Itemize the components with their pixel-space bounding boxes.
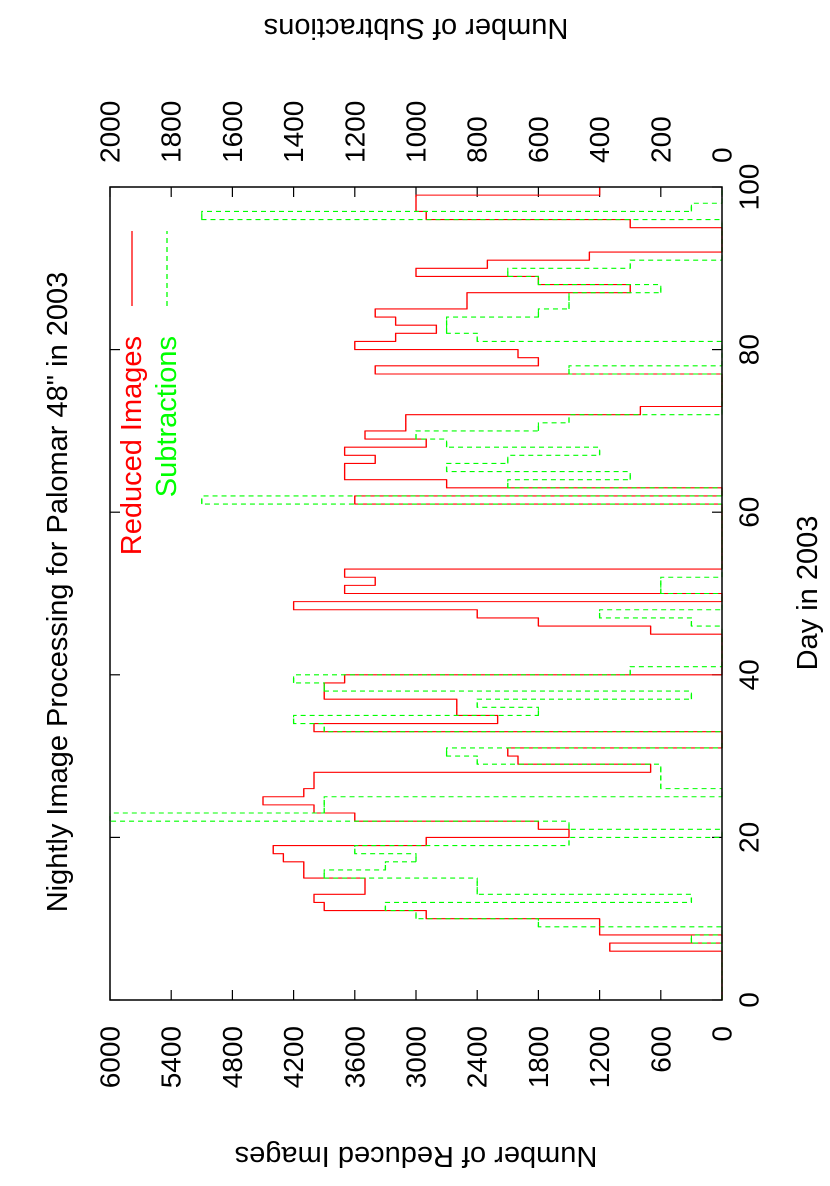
x-tick-label: 40 [734, 659, 765, 690]
x-tick-label: 80 [734, 334, 765, 365]
y-axis-label: Number of Reduced Images [235, 1140, 598, 1172]
y-tick-label: 2400 [462, 1026, 493, 1088]
x-tick-label: 60 [734, 497, 765, 528]
y-tick-label: 0 [707, 1026, 738, 1042]
y-tick-label: 1800 [523, 1026, 554, 1088]
y-tick-label: 1200 [584, 1026, 615, 1088]
legend-label: Reduced Images [116, 336, 148, 555]
legend-label: Subtractions [151, 336, 183, 497]
x-axis-label: Day in 2003 [792, 516, 824, 671]
y2-tick-label: 1400 [278, 101, 309, 163]
step-outline [262, 187, 723, 1000]
y2-tick-label: 1600 [217, 101, 248, 163]
y-tick-label: 3000 [401, 1026, 432, 1088]
y-tick-label: 4800 [217, 1026, 248, 1088]
chart-title: Nightly Image Processing for Palomar 48"… [42, 272, 74, 913]
y2-tick-label: 1200 [339, 101, 370, 163]
plot-group: Nightly Image Processing for Palomar 48"… [42, 12, 824, 1172]
y-tick-label: 3600 [339, 1026, 370, 1088]
x-tick-label: 100 [734, 164, 765, 211]
step-outline [109, 187, 723, 1000]
y-tick-label: 6000 [95, 1026, 126, 1088]
y2-tick-label: 400 [584, 116, 615, 163]
plot-frame [109, 186, 723, 1001]
y2-tick-label: 800 [462, 116, 493, 163]
y2-tick-label: 200 [645, 116, 676, 163]
y-tick-label: 600 [645, 1026, 676, 1073]
y2-tick-label: 1000 [401, 101, 432, 163]
y-tick-label: 4200 [278, 1026, 309, 1088]
y2-tick-label: 0 [707, 147, 738, 163]
y-tick-label: 5400 [156, 1026, 187, 1088]
y2-tick-label: 600 [523, 116, 554, 163]
x-tick-label: 0 [734, 992, 765, 1008]
y2-tick-label: 2000 [95, 101, 126, 163]
y2-tick-label: 1800 [156, 101, 187, 163]
x-tick-label: 20 [734, 822, 765, 853]
y2-axis-label: Number of Subtractions [264, 12, 569, 44]
